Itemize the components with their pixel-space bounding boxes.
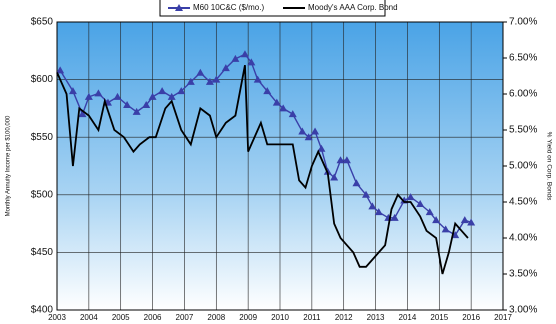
marker <box>263 87 272 95</box>
marker <box>142 100 151 108</box>
x-tick-label: 2006 <box>144 313 162 322</box>
series-line <box>56 65 469 275</box>
x-tick-label: 2003 <box>48 313 66 322</box>
y2-tick-label: 5.50% <box>509 125 537 136</box>
marker <box>247 58 256 66</box>
y-tick-label: $550 <box>31 132 54 143</box>
x-tick-label: 2004 <box>80 313 98 322</box>
marker <box>368 202 377 210</box>
marker <box>123 100 132 108</box>
marker <box>342 156 351 164</box>
x-tick-label: 2007 <box>176 313 194 322</box>
marker <box>390 213 399 221</box>
y2-axis-label: % Yield on Corp. Bonds <box>545 132 552 201</box>
marker <box>196 68 205 76</box>
marker <box>406 193 415 201</box>
legend <box>159 0 386 17</box>
legend-label: M60 10C&C ($/mo.) <box>193 3 264 12</box>
marker <box>288 110 297 118</box>
marker <box>352 179 361 187</box>
x-tick-label: 2016 <box>462 313 480 322</box>
marker <box>425 208 434 216</box>
y2-tick-label: 6.00% <box>509 89 537 100</box>
marker <box>279 104 288 112</box>
marker <box>272 98 281 106</box>
legend-marker <box>175 4 183 11</box>
marker <box>78 110 87 118</box>
marker <box>148 92 157 100</box>
y-tick-label: $500 <box>31 189 54 200</box>
x-tick-label: 2013 <box>367 313 385 322</box>
x-tick-label: 2011 <box>303 313 321 322</box>
x-tick-label: 2008 <box>207 313 225 322</box>
y2-tick-label: 4.00% <box>509 233 537 244</box>
marker <box>467 218 476 226</box>
marker <box>113 92 122 100</box>
marker <box>158 87 167 95</box>
marker <box>304 133 313 141</box>
marker <box>205 77 214 85</box>
marker <box>336 156 345 164</box>
y-tick-label: $450 <box>31 247 54 258</box>
y2-tick-label: 6.50% <box>509 53 537 64</box>
marker <box>298 127 307 135</box>
legend-label: Moody's AAA Corp. Bond <box>308 3 398 12</box>
marker <box>167 92 176 100</box>
marker <box>231 54 240 62</box>
x-tick-label: 2015 <box>430 313 448 322</box>
marker <box>68 87 77 95</box>
marker <box>432 216 441 224</box>
marker <box>416 200 425 208</box>
marker <box>240 50 249 58</box>
marker <box>311 127 320 135</box>
marker <box>94 89 103 97</box>
marker <box>56 66 65 74</box>
y-axis-label: Monthly Annuity Income per $100,000 <box>6 115 12 216</box>
x-tick-label: 2017 <box>494 313 512 322</box>
marker <box>132 107 141 115</box>
y2-tick-label: 5.00% <box>509 161 537 172</box>
marker <box>253 75 262 83</box>
marker <box>186 77 195 85</box>
marker <box>362 190 371 198</box>
x-tick-label: 2005 <box>112 313 130 322</box>
marker <box>317 144 326 152</box>
y2-tick-label: 7.00% <box>509 17 537 28</box>
y2-tick-label: 3.00% <box>509 305 537 316</box>
y-tick-label: $600 <box>31 74 54 85</box>
marker <box>330 173 339 181</box>
marker <box>212 75 221 83</box>
marker <box>177 87 186 95</box>
marker <box>441 225 450 233</box>
marker <box>221 64 230 72</box>
marker <box>374 208 383 216</box>
x-tick-label: 2009 <box>239 313 257 322</box>
marker <box>460 216 469 224</box>
x-tick-label: 2010 <box>271 313 289 322</box>
y-tick-label: $650 <box>31 17 54 28</box>
y-tick-label: $400 <box>31 305 54 316</box>
marker <box>84 92 93 100</box>
x-tick-label: 2012 <box>335 313 353 322</box>
y2-tick-label: 4.50% <box>509 197 537 208</box>
x-tick-label: 2014 <box>399 313 417 322</box>
plot-border <box>56 21 504 311</box>
y2-tick-label: 3.50% <box>509 269 537 280</box>
